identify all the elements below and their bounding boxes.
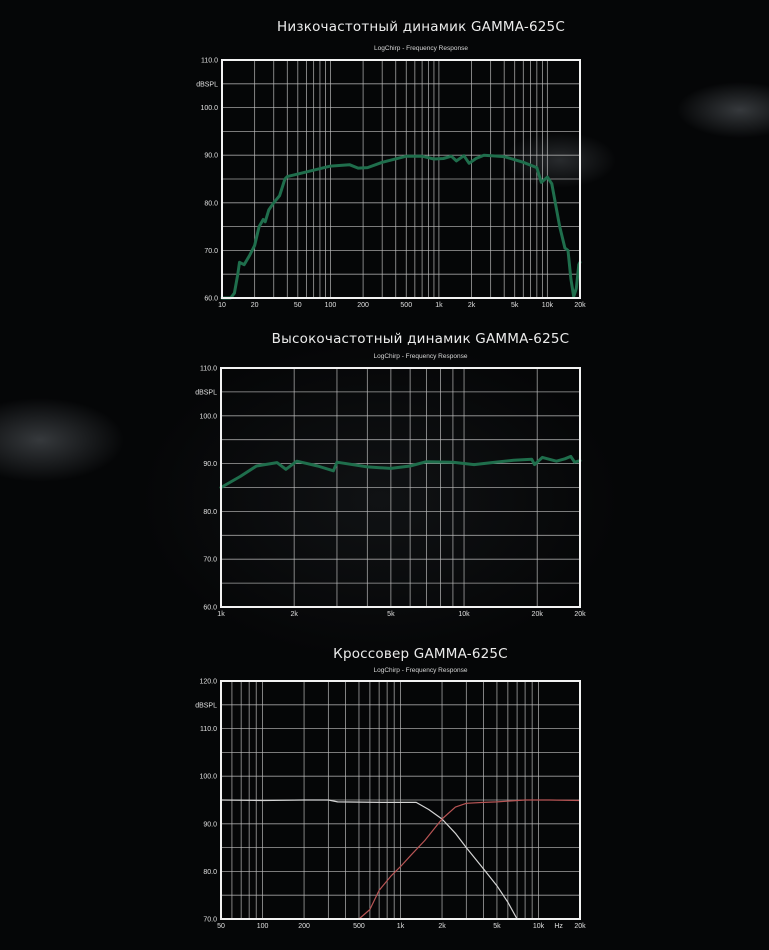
chart-2: Высокочастотный динамик GAMMA-625C LogChi…	[195, 331, 586, 618]
chart-subtitle: LogChirp - Frequency Response	[374, 353, 468, 360]
x-tick-label: 2k	[290, 611, 298, 618]
plot-frame	[220, 680, 581, 920]
y-tick-label: 80.0	[204, 200, 218, 207]
x-tick-label: 50	[294, 302, 302, 309]
chart-subtitle: LogChirp - Frequency Response	[374, 667, 468, 674]
x-tick-label: 20k	[574, 923, 586, 930]
chart-subtitle: LogChirp - Frequency Response	[374, 45, 468, 52]
y-tick-label: 100.0	[199, 413, 217, 420]
x-tick-label: 200	[357, 302, 369, 309]
series-line-1	[220, 153, 582, 300]
x-tick-label: 10	[218, 302, 226, 309]
x-tick-label: 20	[251, 302, 259, 309]
y-tick-label: 70.0	[203, 917, 217, 924]
y-tick-label: 100.0	[199, 774, 217, 781]
x-tick-label: 1k	[435, 302, 443, 309]
x-tick-label: 50	[217, 923, 225, 930]
y-axis-label: dBSPL	[195, 389, 217, 396]
x-tick-label: 5k	[493, 923, 501, 930]
x-tick-label: 5k	[511, 302, 519, 309]
y-tick-label: 120.0	[199, 679, 217, 686]
x-tick-label: 2k	[438, 923, 446, 930]
plot-frame	[220, 367, 581, 608]
x-tick-label: 20k	[574, 611, 586, 618]
y-tick-label: 110.0	[200, 726, 217, 733]
series-line-1	[219, 454, 582, 489]
x-tick-label: 500	[400, 302, 412, 309]
x-tick-label: 1k	[217, 611, 225, 618]
y-tick-label: 110.0	[200, 366, 217, 373]
chart-3: Кроссовер GAMMA-625C LogChirp - Frequency…	[195, 646, 586, 930]
x-tick-label: 5k	[387, 611, 395, 618]
series-line-2	[358, 799, 581, 920]
x-tick-label: 2k	[468, 302, 476, 309]
x-tick-label: 20k	[532, 611, 544, 618]
y-tick-label: 90.0	[203, 821, 217, 828]
x-tick-label: 10k	[458, 611, 470, 618]
y-axis-label: dBSPL	[196, 81, 218, 88]
x-unit-label: Hz	[554, 923, 563, 930]
y-tick-label: 80.0	[203, 509, 217, 516]
y-tick-label: 100.0	[200, 105, 218, 112]
x-tick-label: 100	[325, 302, 337, 309]
plot-frame	[221, 59, 581, 299]
y-tick-label: 90.0	[204, 153, 218, 160]
x-tick-label: 500	[353, 923, 365, 930]
y-tick-label: 70.0	[203, 557, 217, 564]
x-tick-label: 20k	[574, 302, 586, 309]
chart-title: Кроссовер GAMMA-625C	[333, 646, 508, 662]
series-line-1	[220, 799, 518, 920]
x-tick-label: 10k	[533, 923, 545, 930]
y-tick-label: 70.0	[204, 248, 218, 255]
chart-title: Высокочастотный динамик GAMMA-625C	[272, 331, 570, 347]
chart-1: Низкочастотный динамик GAMMA-625C LogChir…	[196, 19, 586, 309]
x-tick-label: 10k	[542, 302, 554, 309]
y-tick-label: 90.0	[203, 461, 217, 468]
x-tick-label: 200	[298, 923, 310, 930]
x-tick-label: 100	[257, 923, 269, 930]
chart-title: Низкочастотный динамик GAMMA-625C	[277, 19, 565, 35]
y-axis-label: dBSPL	[195, 702, 217, 709]
x-tick-label: 1k	[397, 923, 405, 930]
y-tick-label: 60.0	[204, 296, 218, 303]
y-tick-label: 60.0	[203, 605, 217, 612]
y-tick-label: 110.0	[201, 58, 218, 65]
y-tick-label: 80.0	[203, 869, 217, 876]
